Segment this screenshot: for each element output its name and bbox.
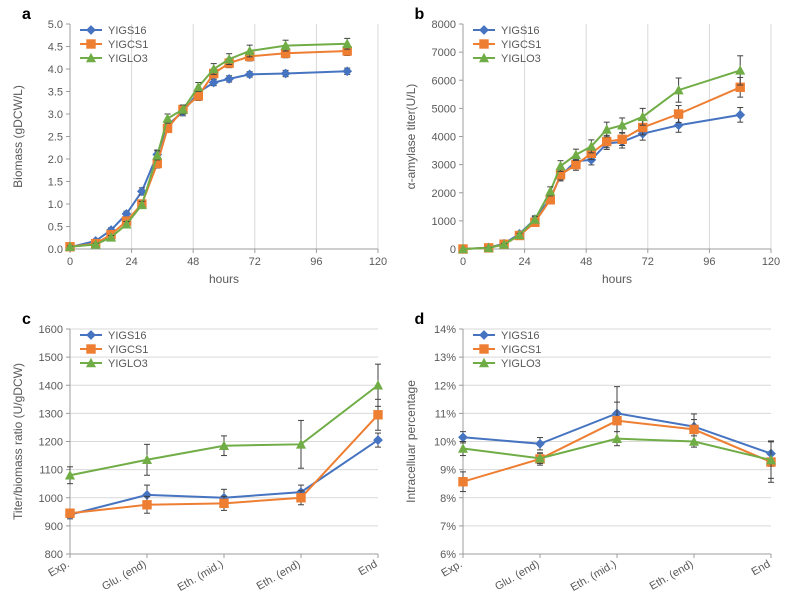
svg-text:Biomass (gDCW/L): Biomass (gDCW/L)	[11, 85, 25, 188]
svg-text:1.5: 1.5	[48, 177, 63, 189]
svg-text:Eth. (end): Eth. (end)	[255, 558, 303, 593]
svg-text:YIGLO3: YIGLO3	[501, 358, 541, 370]
svg-text:2.5: 2.5	[48, 132, 63, 144]
svg-text:120: 120	[761, 256, 779, 268]
panel-a: a 0.0 0.5 1.0 1.5 2.0 2.5 3.0 3.5 4.0 4.5 5.0 0 24 48…	[0, 0, 393, 305]
svg-text:0: 0	[459, 256, 465, 268]
svg-text:96: 96	[310, 256, 322, 268]
svg-text:1600: 1600	[39, 324, 63, 336]
svg-text:8000: 8000	[431, 19, 455, 31]
panel-b-label: b	[415, 6, 425, 24]
svg-text:hours: hours	[601, 272, 631, 286]
panel-c: c 800 900 1000 1100 1200 1300 1400 1500 1600 Exp.…	[0, 305, 393, 610]
svg-text:24: 24	[518, 256, 530, 268]
panel-d-label: d	[415, 311, 425, 329]
svg-text:14%: 14%	[433, 324, 455, 336]
svg-text:2.0: 2.0	[48, 154, 63, 166]
svg-text:0.5: 0.5	[48, 222, 63, 234]
svg-text:1100: 1100	[39, 465, 63, 477]
svg-text:Glu. (end): Glu. (end)	[100, 558, 148, 593]
svg-text:800: 800	[45, 549, 63, 561]
svg-text:YIGCS1: YIGCS1	[108, 344, 148, 356]
svg-text:3.5: 3.5	[48, 87, 63, 99]
svg-text:4000: 4000	[431, 132, 455, 144]
svg-text:9%: 9%	[440, 465, 456, 477]
svg-text:7%: 7%	[440, 521, 456, 533]
svg-text:0: 0	[67, 256, 73, 268]
svg-text:α-amylase titer(U/L): α-amylase titer(U/L)	[404, 84, 418, 190]
svg-text:2000: 2000	[431, 188, 455, 200]
svg-text:1000: 1000	[431, 216, 455, 228]
svg-text:12%: 12%	[433, 380, 455, 392]
svg-text:YIGCS1: YIGCS1	[501, 344, 541, 356]
svg-text:5000: 5000	[431, 103, 455, 115]
panel-c-label: c	[22, 311, 31, 329]
svg-text:11%: 11%	[434, 408, 455, 420]
svg-text:YIGS16: YIGS16	[108, 25, 147, 37]
svg-text:4.5: 4.5	[48, 42, 63, 54]
svg-text:Eth. (end): Eth. (end)	[647, 558, 695, 593]
svg-text:6000: 6000	[431, 75, 455, 87]
panel-b: b 0 1000 2000 3000 4000 5000 6000 7000 8000 0 24 48…	[393, 0, 785, 305]
chart-grid: a 0.0 0.5 1.0 1.5 2.0 2.5 3.0 3.5 4.0 4.5 5.0 0 24 48…	[0, 0, 785, 610]
svg-text:1.0: 1.0	[48, 199, 63, 211]
svg-text:1500: 1500	[39, 352, 63, 364]
panel-d: d 6% 7% 8% 9% 10% 11% 12% 13% 14% Exp. Glu. (end) E…	[393, 305, 785, 610]
svg-text:YIGCS1: YIGCS1	[501, 39, 541, 51]
svg-text:1300: 1300	[39, 408, 63, 420]
svg-text:10%: 10%	[433, 437, 455, 449]
svg-text:48: 48	[187, 256, 199, 268]
svg-text:72: 72	[641, 256, 653, 268]
svg-text:YIGS16: YIGS16	[501, 25, 540, 37]
svg-text:YIGS16: YIGS16	[108, 330, 147, 342]
svg-text:End: End	[749, 558, 772, 578]
svg-text:Eth. (mid.): Eth. (mid.)	[568, 558, 618, 594]
svg-text:Intracelluar percentage: Intracelluar percentage	[404, 380, 418, 503]
svg-text:48: 48	[580, 256, 592, 268]
svg-text:YIGCS1: YIGCS1	[108, 39, 148, 51]
svg-text:7000: 7000	[431, 47, 455, 59]
svg-text:1200: 1200	[39, 437, 63, 449]
svg-text:0.0: 0.0	[48, 244, 63, 256]
svg-text:8%: 8%	[440, 493, 456, 505]
svg-text:Glu. (end): Glu. (end)	[493, 558, 541, 593]
svg-text:3000: 3000	[431, 160, 455, 172]
svg-text:hours: hours	[209, 272, 239, 286]
svg-text:1000: 1000	[39, 493, 63, 505]
svg-text:5.0: 5.0	[48, 19, 63, 31]
svg-text:End: End	[357, 558, 380, 578]
svg-text:13%: 13%	[433, 352, 455, 364]
svg-text:96: 96	[703, 256, 715, 268]
svg-text:Exp.: Exp.	[46, 558, 71, 579]
svg-text:1400: 1400	[39, 380, 63, 392]
svg-text:Eth. (mid.): Eth. (mid.)	[176, 558, 226, 594]
svg-text:900: 900	[45, 521, 63, 533]
svg-text:0: 0	[449, 244, 455, 256]
svg-text:Exp.: Exp.	[439, 558, 464, 579]
svg-text:72: 72	[249, 256, 261, 268]
svg-text:YIGLO3: YIGLO3	[108, 53, 148, 65]
svg-text:6%: 6%	[440, 549, 456, 561]
svg-text:24: 24	[125, 256, 137, 268]
svg-text:YIGLO3: YIGLO3	[108, 358, 148, 370]
svg-text:3.0: 3.0	[48, 109, 63, 121]
panel-a-label: a	[22, 6, 31, 24]
svg-text:4.0: 4.0	[48, 64, 63, 76]
svg-text:YIGS16: YIGS16	[501, 330, 540, 342]
svg-text:120: 120	[369, 256, 387, 268]
svg-text:Titer/biomass ratio (U/gDCW): Titer/biomass ratio (U/gDCW)	[11, 363, 25, 520]
svg-text:YIGLO3: YIGLO3	[501, 53, 541, 65]
